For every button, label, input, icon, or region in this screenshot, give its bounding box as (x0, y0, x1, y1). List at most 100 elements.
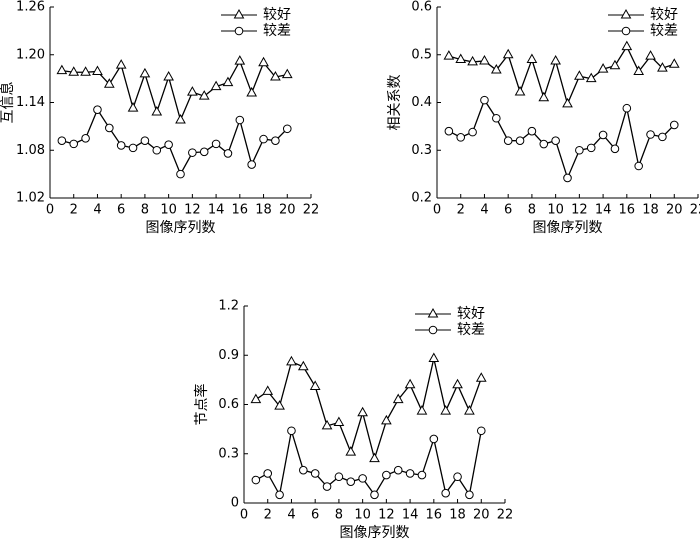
marker (345, 446, 357, 456)
y-axis-label: 相关系数 (387, 75, 403, 131)
marker (668, 58, 680, 68)
marker (404, 378, 416, 389)
x-tick-label: 0 (46, 203, 54, 218)
marker (465, 490, 474, 500)
x-tick-label: 22 (303, 203, 320, 218)
marker (251, 475, 261, 485)
x-tick-label: 10 (354, 508, 371, 523)
marker (274, 400, 285, 410)
marker (428, 352, 440, 363)
x-tick-label: 12 (378, 508, 395, 523)
y-tick-label: 1.08 (16, 143, 45, 158)
legend-label: 较差 (650, 23, 678, 39)
y-axis-label: 互信息 (0, 82, 16, 124)
marker (598, 130, 608, 140)
marker (550, 54, 561, 65)
series-line (448, 45, 675, 106)
marker (515, 136, 525, 145)
marker (270, 71, 281, 81)
marker (310, 469, 320, 478)
x-tick-label: 16 (426, 508, 443, 523)
marker (115, 59, 127, 69)
marker (381, 414, 392, 425)
marker (382, 470, 391, 480)
y-tick-label: 0.2 (411, 191, 432, 206)
marker (562, 97, 573, 108)
marker (80, 66, 91, 76)
marker (658, 132, 667, 142)
marker (152, 145, 162, 155)
marker (392, 393, 404, 404)
y-tick-label: 1.2 (218, 299, 239, 314)
marker (321, 419, 333, 430)
y-tick-label: 0.4 (411, 95, 432, 110)
marker (456, 133, 466, 142)
marker (199, 147, 209, 157)
marker (127, 102, 139, 112)
marker (468, 127, 477, 137)
x-tick-label: 20 (279, 203, 296, 218)
x-tick-label: 4 (287, 508, 295, 523)
marker (620, 8, 632, 19)
marker (263, 469, 273, 478)
marker (286, 355, 297, 366)
marker (502, 48, 514, 59)
marker (346, 477, 356, 486)
x-tick-label: 8 (141, 203, 149, 218)
x-tick-label: 22 (690, 203, 700, 218)
x-tick-label: 12 (184, 203, 201, 218)
marker (233, 8, 245, 19)
marker (57, 136, 67, 145)
marker (211, 139, 221, 149)
x-tick-label: 8 (528, 203, 536, 218)
x-tick-label: 6 (311, 508, 319, 523)
marker (187, 86, 198, 96)
marker (563, 173, 572, 183)
x-tick-label: 20 (473, 508, 490, 523)
marker (164, 140, 173, 149)
y-tick-label: 0.3 (218, 446, 239, 461)
marker (479, 54, 490, 65)
marker (393, 465, 403, 475)
legend-label: 较好 (263, 7, 291, 23)
x-tick-label: 4 (93, 203, 101, 218)
series-line (255, 430, 482, 497)
x-axis-label: 图像序列数 (340, 525, 410, 541)
marker (539, 139, 549, 149)
marker (151, 106, 163, 116)
marker (247, 160, 256, 169)
marker (444, 126, 454, 136)
marker (299, 465, 308, 475)
marker (56, 64, 68, 75)
marker (480, 95, 489, 105)
marker (633, 65, 645, 75)
marker (281, 68, 293, 79)
marker (622, 103, 632, 113)
marker (634, 161, 643, 171)
marker (275, 490, 284, 500)
marker (246, 86, 258, 97)
x-tick-label: 0 (433, 203, 441, 218)
marker (585, 72, 597, 83)
legend-label: 较好 (650, 7, 678, 23)
marker (198, 90, 210, 100)
marker (93, 105, 102, 114)
marker (322, 482, 332, 491)
y-tick-label: 0.6 (411, 0, 432, 15)
marker (574, 70, 585, 80)
legend-label: 较差 (457, 322, 485, 338)
marker (575, 145, 584, 155)
x-axis-label: 图像序列数 (533, 220, 603, 236)
x-tick-label: 14 (208, 203, 225, 218)
x-tick-label: 4 (480, 203, 488, 218)
y-tick-label: 1.02 (16, 191, 45, 206)
x-tick-label: 2 (264, 508, 272, 523)
marker (621, 40, 633, 51)
marker (250, 393, 262, 404)
marker (234, 26, 244, 36)
marker (453, 472, 462, 482)
marker (175, 113, 186, 124)
y-tick-label: 1.20 (16, 47, 45, 62)
marker (210, 80, 222, 91)
marker (369, 452, 380, 463)
